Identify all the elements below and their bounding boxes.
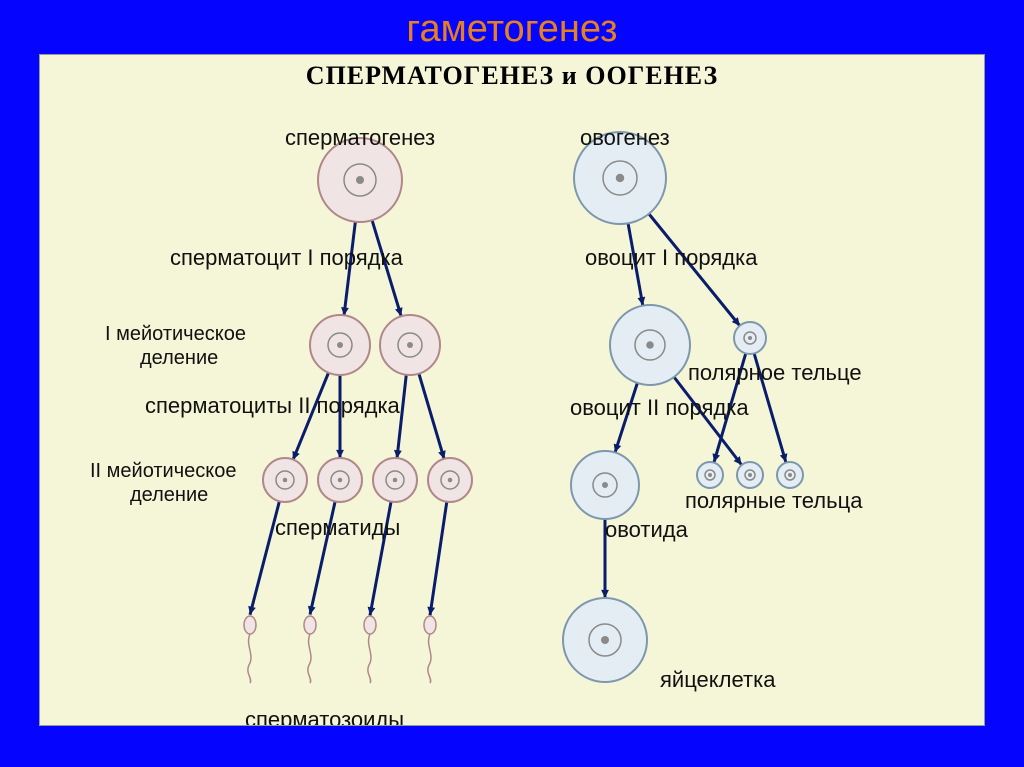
label-sperm_header: сперматогенез [285, 125, 435, 151]
label-spermatids: сперматиды [275, 515, 400, 541]
cell-sp2b [376, 311, 444, 379]
cell-pb2c [773, 458, 807, 492]
cell-pb2b [733, 458, 767, 492]
label-meiosis1_b: деление [140, 347, 218, 370]
cell-egg [559, 594, 651, 686]
label-meiosis2_b: деление [130, 484, 208, 507]
label-polar_bodies2: полярные тельца [685, 488, 862, 514]
label-spermatocyte1: сперматоцит I порядка [170, 245, 403, 271]
spermatozoon-1 [295, 615, 325, 685]
label-meiosis2_a: II мейотическое [90, 460, 237, 483]
cell-sp3c [369, 454, 421, 506]
cell-oo2 [606, 301, 694, 389]
label-oocyte1: овоцит I порядка [585, 245, 757, 271]
slide-title: гаметогенез [0, 0, 1024, 55]
label-egg: яйцеклетка [660, 667, 775, 693]
arrow [362, 494, 399, 623]
spermatozoon-0 [235, 615, 265, 685]
cell-sp3d [424, 454, 476, 506]
cell-sp3b [314, 454, 366, 506]
arrow [242, 493, 287, 623]
arrow [302, 493, 343, 623]
label-oocyte2: овоцит II порядка [570, 395, 749, 421]
label-spermatocyte2: сперматоциты II порядка [145, 393, 400, 419]
cell-pb2a [693, 458, 727, 492]
cell-sp2a [306, 311, 374, 379]
label-spermatozoa: сперматозоиды [245, 707, 404, 725]
label-oo_header: овогенез [580, 125, 670, 151]
label-polar_body1: полярное тельце [688, 360, 862, 386]
diagram-panel: СПЕРМАТОГЕНЕЗ и ООГЕНЕЗ сперматогенезово… [40, 55, 984, 725]
spermatozoon-3 [415, 615, 445, 685]
arrow [411, 366, 452, 467]
cell-pb1 [730, 318, 770, 358]
arrow [422, 494, 455, 623]
spermatozoon-2 [355, 615, 385, 685]
label-meiosis1_a: I мейотическое [105, 323, 246, 346]
label-ovotid: овотида [605, 517, 688, 543]
cell-sp3a [259, 454, 311, 506]
cell-ovt [567, 447, 643, 523]
diagram-stage: сперматогенез овогенез сперматоцит I поряд… [50, 85, 974, 715]
